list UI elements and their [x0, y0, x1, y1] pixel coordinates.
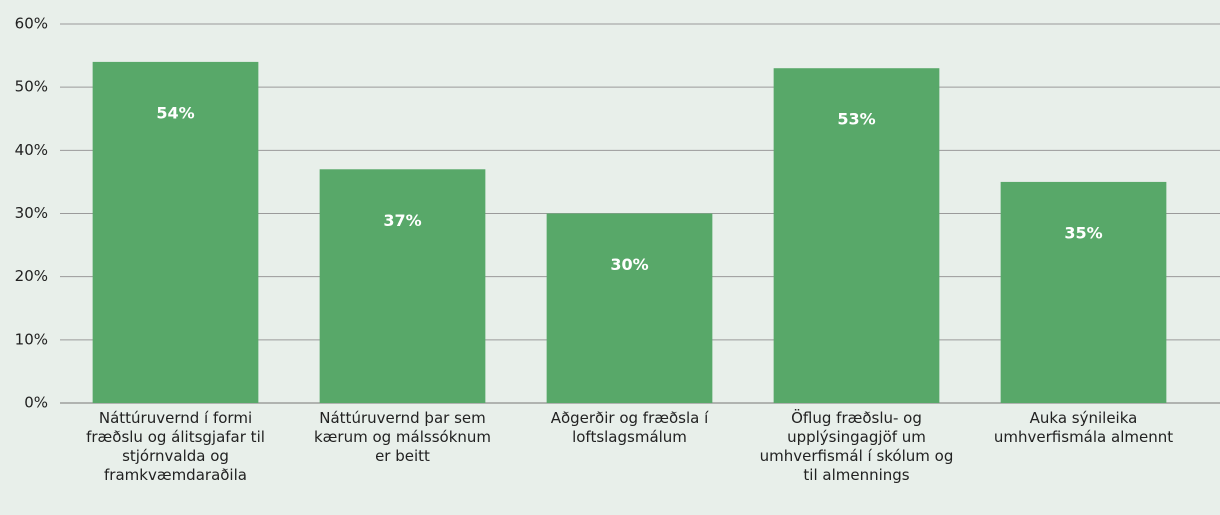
- bar: [773, 68, 940, 403]
- y-tick-label: 40%: [15, 141, 48, 159]
- y-tick-label: 20%: [15, 267, 48, 285]
- x-tick-label: Auka sýnileika umhverfismála almennt: [993, 409, 1174, 446]
- bar: [319, 169, 486, 403]
- x-tick-label: Aðgerðir og fræðsla í loftslagsmálum: [550, 409, 709, 446]
- data-label: 30%: [610, 255, 648, 274]
- y-tick-label: 60%: [15, 15, 48, 33]
- data-label: 37%: [383, 211, 421, 230]
- bar: [1000, 181, 1167, 403]
- bar: [92, 61, 259, 404]
- x-tick-label: Öflug fræðslu- og upplýsingagjöf um umhv…: [759, 409, 954, 484]
- data-label: 35%: [1064, 223, 1102, 242]
- data-label: 53%: [837, 110, 875, 129]
- y-tick-label: 10%: [15, 330, 48, 348]
- x-tick-label: Náttúruvernd í formi fræðslu og álitsgja…: [86, 409, 265, 484]
- data-label: 54%: [156, 103, 194, 122]
- y-tick-label: 30%: [15, 204, 48, 222]
- x-tick-label: Náttúruvernd þar sem kærum og málssóknum…: [313, 409, 492, 465]
- y-tick-label: 0%: [24, 394, 48, 412]
- y-tick-label: 50%: [15, 78, 48, 96]
- bar: [546, 213, 713, 403]
